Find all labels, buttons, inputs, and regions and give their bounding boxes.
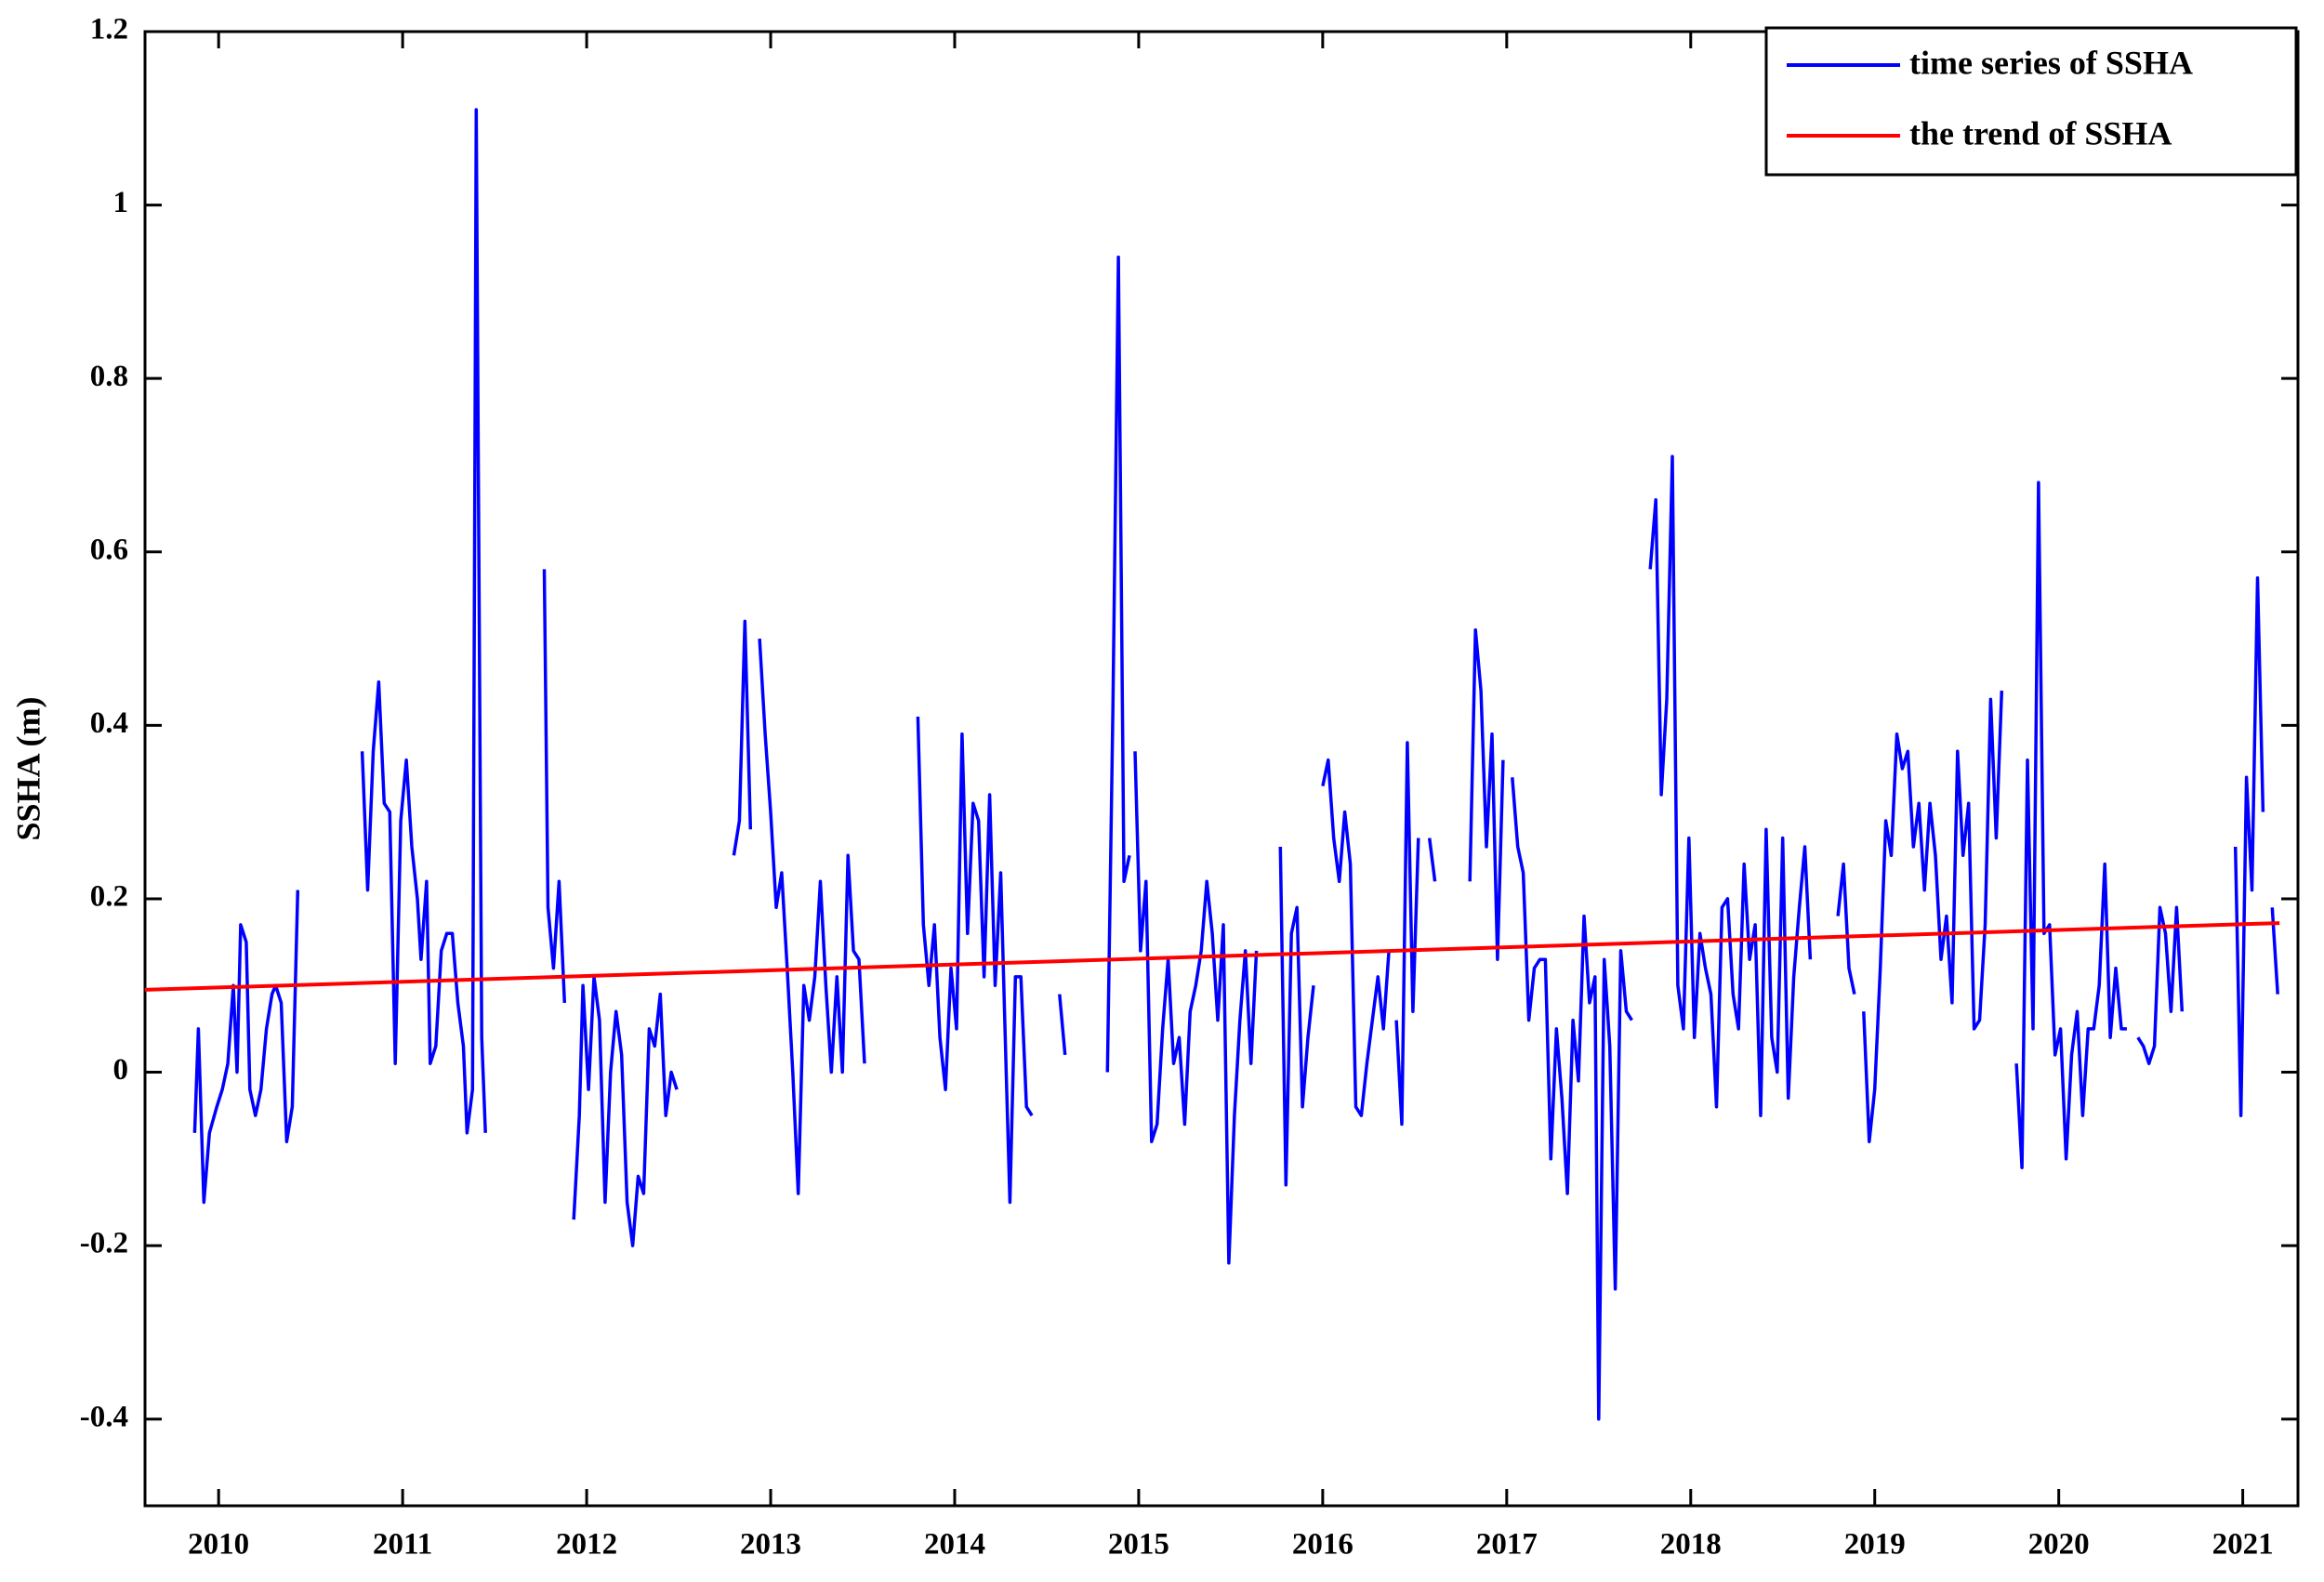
legend-label-series: time series of SSHA <box>1909 44 2193 81</box>
legend-box <box>1764 26 2298 177</box>
ssha-series-segment <box>1278 846 1315 1187</box>
y-tick-label: 0.6 <box>90 533 128 566</box>
ssha-series-segment <box>1836 862 1856 995</box>
y-tick-label: -0.4 <box>80 1400 128 1433</box>
y-tick-label: 0.4 <box>90 706 128 740</box>
x-tick-label: 2014 <box>924 1528 985 1562</box>
y-axis-ticks: -0.4 -0.2 0 0.2 0.4 0.6 0.8 1 1.2 <box>80 13 2298 1433</box>
y-axis-title: SSHA (m) <box>9 696 46 840</box>
ssha-series-segment <box>1511 777 1633 1421</box>
ssha-series-segment <box>1105 255 1131 1073</box>
ssha-series-segment <box>192 890 300 1205</box>
x-tick-label: 2015 <box>1108 1528 1169 1562</box>
y-tick-label: 0 <box>113 1053 129 1087</box>
ssha-series-segment <box>1468 627 1505 961</box>
ssha-series-segment <box>1862 690 2004 1143</box>
ssha-series-segment <box>2233 576 2265 1117</box>
ssha-series-segment <box>2014 481 2127 1169</box>
ssha-series-segment <box>360 108 487 1135</box>
x-axis-ticks: 2010 2011 2012 2013 2014 2015 2016 2017 2018 2019… <box>143 32 2274 1562</box>
y-tick-label: 1.2 <box>90 13 128 46</box>
ssha-series-segment <box>1321 758 1391 1117</box>
ssha-series-segment <box>1133 751 1259 1265</box>
legend: time series of SSHA the trend of SSHA <box>1764 26 2298 177</box>
x-tick-label: 2016 <box>1292 1528 1353 1562</box>
plot-area: 2010 2011 2012 2013 2014 2015 2016 2017 2018 2019… <box>80 13 2300 1562</box>
ssha-series-segment <box>758 638 866 1195</box>
ssha-trend-line <box>144 921 2280 992</box>
x-tick-label: 2010 <box>188 1528 249 1562</box>
x-tick-label: 2013 <box>740 1528 801 1562</box>
y-tick-label: 0.8 <box>90 360 128 393</box>
ssha-series-segment <box>1427 837 1437 882</box>
ssha-series-segment <box>542 569 567 1003</box>
ssha-series-segment <box>732 619 753 856</box>
ssha-series-segment <box>2136 905 2185 1065</box>
x-tick-label: 2021 <box>2212 1528 2274 1562</box>
ssha-series-segment <box>572 975 679 1247</box>
x-tick-label: 2011 <box>373 1528 432 1562</box>
x-tick-label: 2017 <box>1476 1528 1538 1562</box>
ssha-series-segment <box>1648 455 1813 1117</box>
axes-box <box>143 30 2300 1508</box>
x-tick-label: 2018 <box>1660 1528 1722 1562</box>
ssha-series-segment <box>916 716 1034 1205</box>
ssha-series-segment <box>2270 907 2279 995</box>
legend-label-trend: the trend of SSHA <box>1909 114 2172 152</box>
y-tick-label: -0.2 <box>80 1227 128 1260</box>
ssha-series-segment <box>1394 741 1420 1127</box>
y-tick-label: 0.2 <box>90 880 128 914</box>
y-tick-label: 1 <box>113 186 129 219</box>
x-tick-label: 2012 <box>556 1528 617 1562</box>
x-tick-label: 2020 <box>2028 1528 2090 1562</box>
ssha-series-segment <box>1058 994 1067 1056</box>
ssha-trend <box>144 921 2280 992</box>
ssha-series <box>192 108 2279 1421</box>
x-tick-label: 2019 <box>1844 1528 1906 1562</box>
